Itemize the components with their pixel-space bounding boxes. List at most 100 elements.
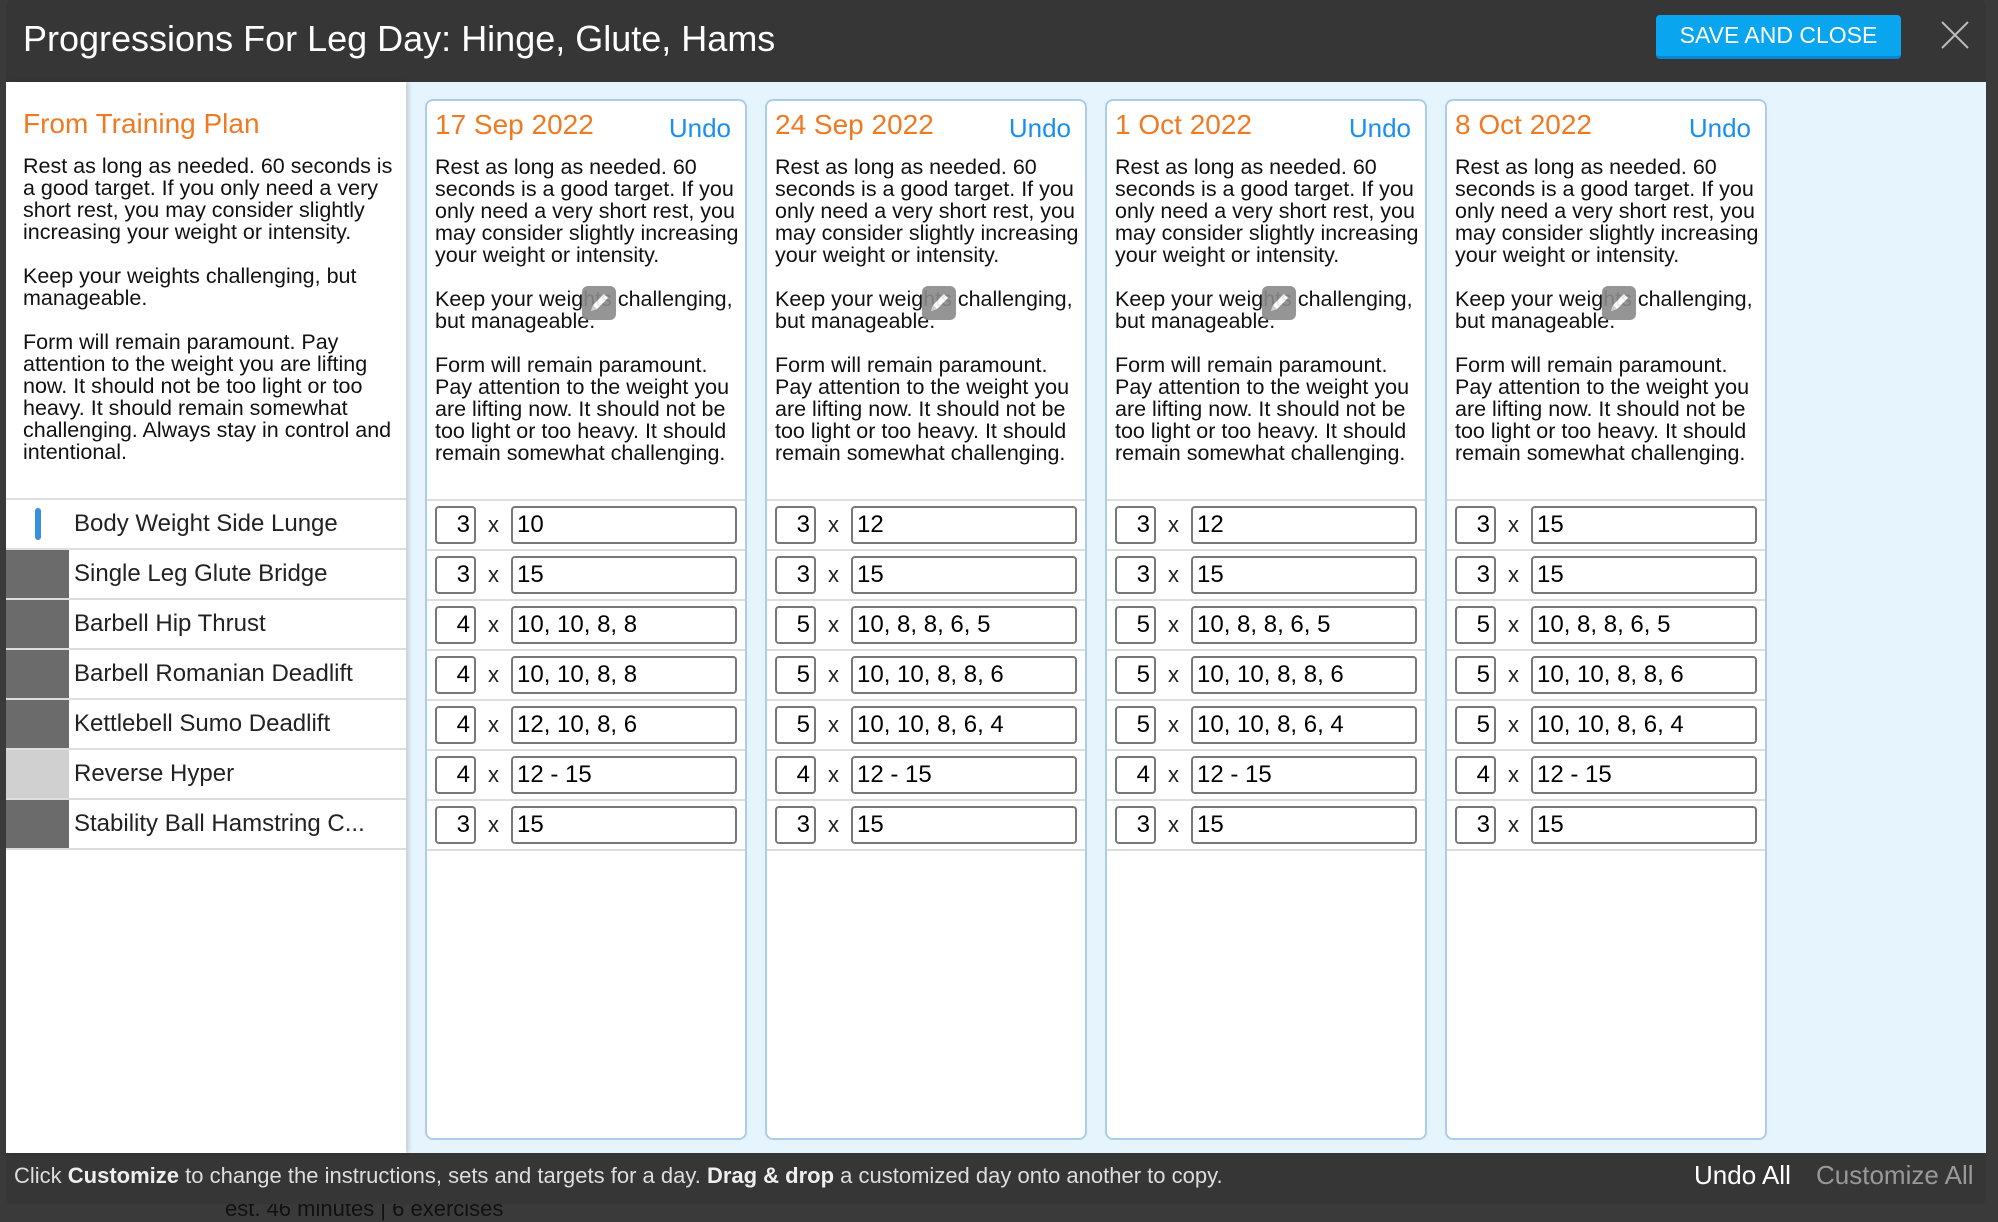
set-row: 5 x 10, 10, 8, 6, 4 [1447,701,1765,751]
reps-input[interactable]: 10, 10, 8, 6, 4 [1191,706,1417,744]
reps-input[interactable]: 15 [511,806,737,844]
sets-input[interactable]: 5 [775,606,816,644]
sets-input[interactable]: 3 [1115,556,1156,594]
reps-input[interactable]: 10 [511,506,737,544]
exercise-row[interactable]: Single Leg Glute Bridge [6,550,406,600]
reps-input[interactable]: 12, 10, 8, 6 [511,706,737,744]
exercise-row[interactable]: Body Weight Side Lunge [6,500,406,550]
sets-input[interactable]: 5 [1115,656,1156,694]
sets-input[interactable]: 5 [1455,706,1496,744]
undo-link[interactable]: Undo [1348,113,1411,143]
day-column[interactable]: 17 Sep 2022 Undo Rest as long as needed.… [425,99,747,1140]
reps-input[interactable]: 15 [1191,806,1417,844]
reps-input[interactable]: 10, 10, 8, 8, 6 [1191,656,1417,694]
exercise-row[interactable]: Barbell Romanian Deadlift [6,650,406,700]
set-row: 3 x 15 [1447,801,1765,851]
reps-input[interactable]: 10, 10, 8, 8, 6 [851,656,1077,694]
times-label: x [488,662,499,687]
set-row: 4 x 12 - 15 [427,751,745,801]
undo-all-button[interactable]: Undo All [1694,1160,1791,1190]
day-date: 17 Sep 2022 [435,109,594,140]
times-label: x [488,612,499,637]
sets-input[interactable]: 4 [1455,756,1496,794]
set-row: 4 x 12 - 15 [767,751,1085,801]
undo-link[interactable]: Undo [1008,113,1071,143]
sets-input[interactable]: 3 [775,506,816,544]
exercise-thumbnail [6,700,69,748]
reps-input[interactable]: 10, 10, 8, 8, 6 [1531,656,1757,694]
sets-input[interactable]: 3 [1115,506,1156,544]
day-instructions: Rest as long as needed. 60 seconds is a … [435,156,739,465]
pencil-edit-icon[interactable] [922,286,956,320]
sets-input[interactable]: 4 [1115,756,1156,794]
reps-input[interactable]: 10, 8, 8, 6, 5 [1191,606,1417,644]
times-label: x [828,812,839,837]
undo-link[interactable]: Undo [668,113,731,143]
pencil-edit-icon[interactable] [1602,286,1636,320]
day-date: 24 Sep 2022 [775,109,934,140]
day-sets: 3 x 12 3 x 15 5 x 10, 8, 8, 6, 5 5 x 10, 10, 8, 8, … [767,499,1085,851]
set-row: 4 x 10, 10, 8, 8 [427,651,745,701]
sets-input[interactable]: 3 [1455,556,1496,594]
reps-input[interactable]: 10, 8, 8, 6, 5 [851,606,1077,644]
reps-input[interactable]: 12 - 15 [851,756,1077,794]
sets-input[interactable]: 3 [1115,806,1156,844]
undo-link[interactable]: Undo [1688,113,1751,143]
day-column[interactable]: 1 Oct 2022 Undo Rest as long as needed. … [1105,99,1427,1140]
pencil-edit-icon[interactable] [582,286,616,320]
sets-input[interactable]: 3 [435,506,476,544]
reps-input[interactable]: 15 [851,806,1077,844]
sets-input[interactable]: 5 [775,706,816,744]
exercise-row[interactable]: Kettlebell Sumo Deadlift [6,700,406,750]
reps-input[interactable]: 15 [1531,556,1757,594]
exercise-row[interactable]: Barbell Hip Thrust [6,600,406,650]
exercise-row[interactable]: Stability Ball Hamstring C... [6,800,406,850]
reps-input[interactable]: 12 [1191,506,1417,544]
pencil-edit-icon[interactable] [1262,286,1296,320]
reps-input[interactable]: 15 [1531,506,1757,544]
modal-title: Progressions For Leg Day: Hinge, Glute, … [23,18,776,59]
close-icon[interactable] [1938,18,1972,52]
customize-all-button[interactable]: Customize All [1816,1160,1974,1190]
day-column[interactable]: 8 Oct 2022 Undo Rest as long as needed. … [1445,99,1767,1140]
sets-input[interactable]: 5 [775,656,816,694]
sets-input[interactable]: 3 [435,806,476,844]
reps-input[interactable]: 12 - 15 [1531,756,1757,794]
exercise-name: Single Leg Glute Bridge [74,560,328,587]
reps-input[interactable]: 15 [511,556,737,594]
sets-input[interactable]: 4 [435,656,476,694]
reps-input[interactable]: 15 [1191,556,1417,594]
reps-input[interactable]: 10, 10, 8, 6, 4 [1531,706,1757,744]
sets-input[interactable]: 5 [1115,706,1156,744]
sets-input[interactable]: 3 [1455,506,1496,544]
sets-input[interactable]: 4 [435,756,476,794]
times-label: x [1168,662,1179,687]
sets-input[interactable]: 5 [1115,606,1156,644]
reps-input[interactable]: 10, 8, 8, 6, 5 [1531,606,1757,644]
set-row: 4 x 12 - 15 [1447,751,1765,801]
sets-input[interactable]: 3 [775,806,816,844]
reps-input[interactable]: 15 [1531,806,1757,844]
sets-input[interactable]: 5 [1455,656,1496,694]
reps-input[interactable]: 12 - 15 [511,756,737,794]
sets-input[interactable]: 3 [435,556,476,594]
sets-input[interactable]: 4 [435,706,476,744]
reps-input[interactable]: 10, 10, 8, 8 [511,606,737,644]
day-date: 8 Oct 2022 [1455,109,1592,140]
times-label: x [1508,512,1519,537]
sets-input[interactable]: 3 [1455,806,1496,844]
set-row: 3 x 12 [1107,501,1425,551]
sets-input[interactable]: 3 [775,556,816,594]
reps-input[interactable]: 15 [851,556,1077,594]
reps-input[interactable]: 10, 10, 8, 8 [511,656,737,694]
exercise-row[interactable]: Reverse Hyper [6,750,406,800]
reps-input[interactable]: 10, 10, 8, 6, 4 [851,706,1077,744]
day-column[interactable]: 24 Sep 2022 Undo Rest as long as needed.… [765,99,1087,1140]
sets-input[interactable]: 4 [435,606,476,644]
times-label: x [1168,562,1179,587]
save-and-close-button[interactable]: SAVE AND CLOSE [1656,15,1901,59]
sets-input[interactable]: 4 [775,756,816,794]
reps-input[interactable]: 12 - 15 [1191,756,1417,794]
sets-input[interactable]: 5 [1455,606,1496,644]
reps-input[interactable]: 12 [851,506,1077,544]
